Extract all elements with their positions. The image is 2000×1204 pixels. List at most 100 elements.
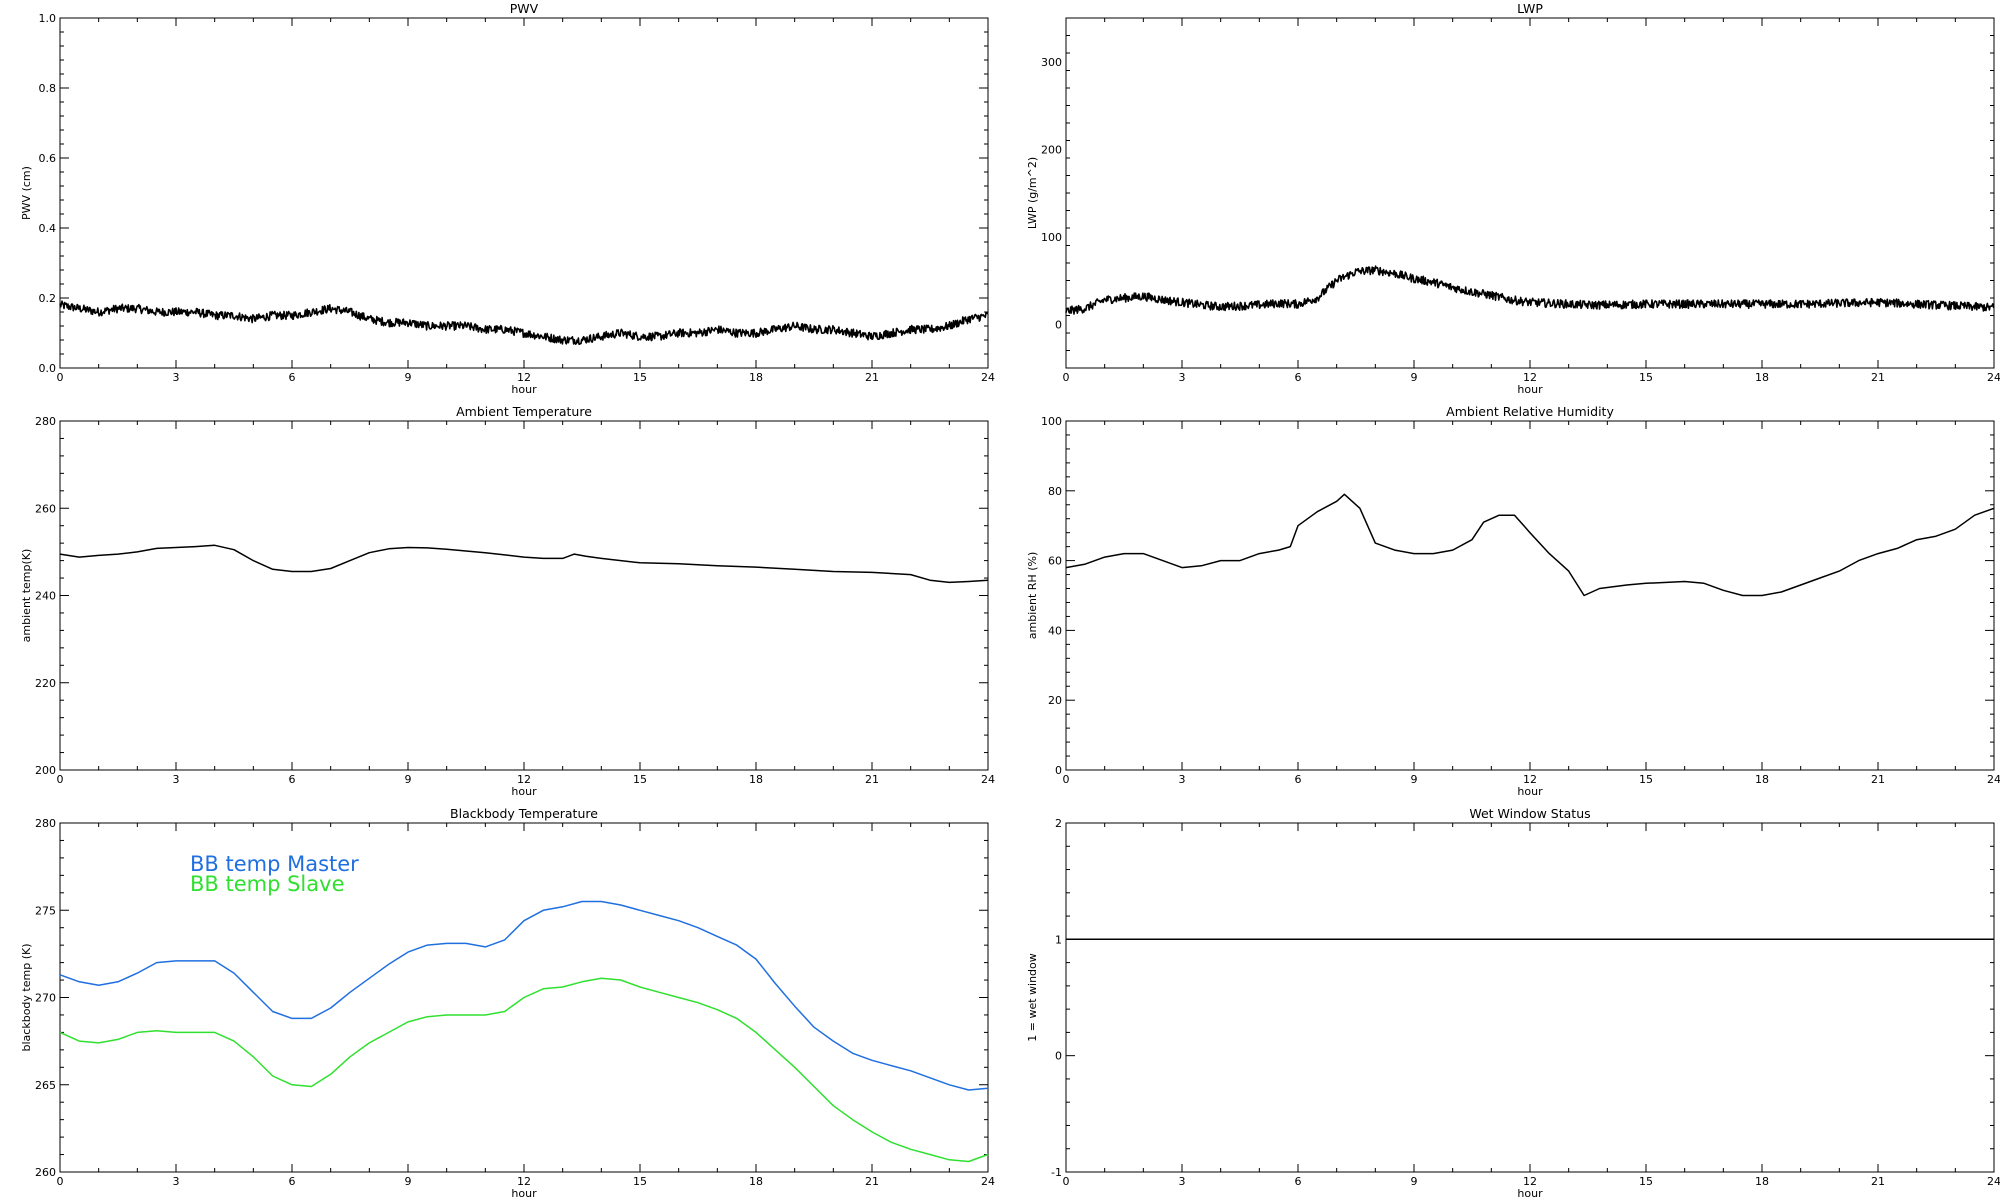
y-tick-label: 275 (35, 904, 56, 917)
x-axis-label: hour (511, 785, 537, 798)
x-tick-label: 3 (1179, 1175, 1186, 1188)
y-tick-label: 280 (35, 817, 56, 830)
legend-entry: BB temp Master (190, 852, 359, 876)
y-tick-label: 100 (1041, 415, 1062, 428)
x-tick-label: 18 (1755, 1175, 1769, 1188)
x-tick-label: 9 (1411, 773, 1418, 786)
y-tick-label: 270 (35, 992, 56, 1005)
series-line-pwv (59, 300, 989, 345)
plot-frame (1065, 420, 1995, 771)
y-tick-label: 200 (1041, 143, 1062, 156)
y-tick-label: 0.8 (39, 82, 57, 95)
x-tick-label: 12 (517, 773, 531, 786)
series-line-bb-temp-master (59, 900, 989, 1091)
chart-title: Ambient Temperature (456, 404, 592, 419)
x-tick-label: 15 (1639, 1175, 1653, 1188)
x-tick-label: 18 (1755, 371, 1769, 384)
x-tick-label: 24 (981, 371, 995, 384)
y-axis-label: 1 = wet window (1026, 953, 1039, 1042)
y-tick-label: 260 (35, 502, 56, 515)
y-tick-label: 1.0 (39, 12, 57, 25)
x-tick-label: 21 (865, 773, 879, 786)
y-tick-label: 0 (1055, 764, 1062, 777)
y-tick-label: 200 (35, 764, 56, 777)
y-tick-label: 280 (35, 415, 56, 428)
x-tick-label: 3 (173, 1175, 180, 1188)
x-tick-label: 3 (1179, 773, 1186, 786)
x-tick-label: 21 (1871, 773, 1885, 786)
y-tick-label: 0 (1055, 1050, 1062, 1063)
x-tick-label: 6 (289, 773, 296, 786)
plot-frame (59, 420, 989, 771)
x-axis-label: hour (511, 383, 537, 396)
x-tick-label: 24 (1987, 371, 2000, 384)
y-tick-label: 1 (1055, 933, 1062, 946)
x-tick-label: 6 (1295, 1175, 1302, 1188)
y-tick-label: -1 (1051, 1166, 1062, 1179)
chart-title: LWP (1517, 1, 1543, 16)
y-axis-label: LWP (g/m^2) (1026, 157, 1039, 229)
x-tick-label: 3 (173, 371, 180, 384)
x-tick-label: 24 (1987, 773, 2000, 786)
panel-ambient-rh: Ambient Relative Humidity 0 3 6 9 12 15 18 21 24 h… (1026, 404, 2000, 798)
y-axis-label: PWV (cm) (20, 166, 33, 220)
x-tick-label: 24 (981, 1175, 995, 1188)
x-tick-label: 12 (1523, 1175, 1537, 1188)
x-tick-label: 9 (405, 371, 412, 384)
y-tick-label: 265 (35, 1079, 56, 1092)
y-tick-label: 260 (35, 1166, 56, 1179)
x-tick-label: 0 (1063, 371, 1070, 384)
x-tick-label: 15 (1639, 773, 1653, 786)
panel-ambient-temp: Ambient Temperature 0 3 6 9 12 15 18 21 24 hour 200… (20, 404, 995, 798)
y-tick-label: 300 (1041, 56, 1062, 69)
y-tick-label: 100 (1041, 231, 1062, 244)
x-tick-label: 21 (865, 1175, 879, 1188)
y-tick-label: 0.4 (39, 222, 57, 235)
chart-title: Ambient Relative Humidity (1446, 404, 1614, 419)
x-tick-label: 15 (633, 773, 647, 786)
y-tick-label: 40 (1048, 624, 1062, 637)
y-tick-label: 20 (1048, 694, 1062, 707)
x-tick-label: 15 (633, 371, 647, 384)
x-tick-label: 18 (749, 371, 763, 384)
y-tick-label: 0.2 (39, 292, 57, 305)
x-tick-label: 15 (633, 1175, 647, 1188)
x-axis-label: hour (1517, 383, 1543, 396)
x-axis-label: hour (1517, 785, 1543, 798)
y-tick-label: 80 (1048, 485, 1062, 498)
plot-frame (59, 17, 989, 369)
panel-bb-temp: Blackbody Temperature 0 3 6 9 12 15 18 21 24 hour 2… (20, 806, 995, 1200)
chart-title: PWV (510, 1, 539, 16)
x-axis-label: hour (511, 1187, 537, 1200)
x-tick-label: 9 (405, 1175, 412, 1188)
x-tick-label: 6 (289, 1175, 296, 1188)
y-tick-label: 60 (1048, 555, 1062, 568)
x-tick-label: 0 (57, 371, 64, 384)
x-tick-label: 9 (405, 773, 412, 786)
y-tick-label: 0.0 (39, 362, 57, 375)
plot-frame (1065, 17, 1995, 369)
series-line-ambient-temp (59, 544, 989, 584)
series-line-bb-temp-slave (59, 977, 989, 1163)
legend-entry: BB temp Slave (190, 872, 345, 896)
y-tick-label: 0 (1055, 318, 1062, 331)
x-tick-label: 18 (749, 1175, 763, 1188)
x-tick-label: 6 (289, 371, 296, 384)
x-tick-label: 24 (1987, 1175, 2000, 1188)
x-tick-label: 6 (1295, 371, 1302, 384)
x-tick-label: 21 (1871, 371, 1885, 384)
x-tick-label: 24 (981, 773, 995, 786)
x-tick-label: 6 (1295, 773, 1302, 786)
x-tick-label: 3 (173, 773, 180, 786)
plot-frame (1065, 822, 1995, 1173)
x-tick-label: 0 (1063, 1175, 1070, 1188)
series-line-lwp (1065, 265, 1995, 315)
x-tick-label: 21 (1871, 1175, 1885, 1188)
x-tick-label: 12 (1523, 773, 1537, 786)
series-line-ambient-rh (1065, 493, 1995, 597)
x-tick-label: 18 (749, 773, 763, 786)
x-tick-label: 0 (57, 773, 64, 786)
x-tick-label: 9 (1411, 371, 1418, 384)
